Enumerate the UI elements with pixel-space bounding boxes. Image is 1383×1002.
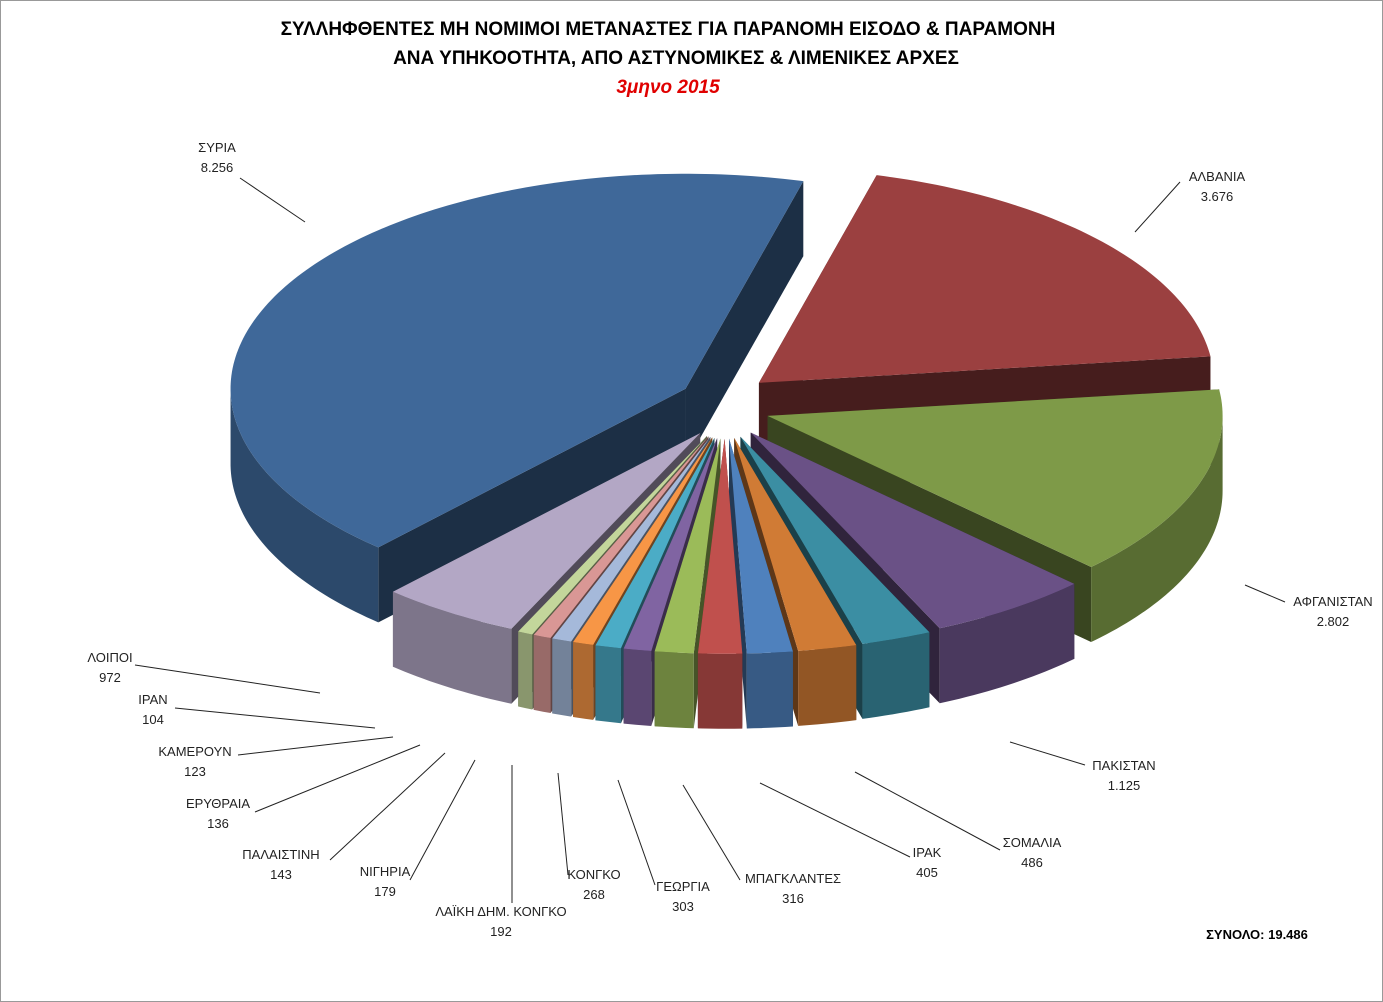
value-label: 268	[583, 887, 605, 902]
slice	[750, 432, 1075, 629]
slice-label: ΑΦΓΑΝΙΣΤΑΝ	[1293, 594, 1372, 609]
slice-label: ΣΟΜΑΛΙΑ	[1003, 835, 1062, 850]
slice-label: ΕΡΥΘΡΑΙΑ	[186, 796, 250, 811]
slice-label: ΠΑΛΑΙΣΤΙΝΗ	[242, 847, 319, 862]
slice	[740, 436, 930, 644]
value-label: 3.676	[1201, 189, 1234, 204]
slice-wall	[654, 651, 694, 729]
value-label: 192	[490, 924, 512, 939]
slice	[533, 436, 709, 639]
slice	[552, 436, 711, 642]
leader-line	[174, 707, 376, 729]
slice-wall	[862, 632, 930, 719]
value-label: 104	[142, 712, 164, 727]
value-label: 136	[207, 816, 229, 831]
leader-line	[557, 772, 569, 876]
slice	[392, 433, 701, 629]
slice	[697, 438, 743, 654]
chart-title: ΑΝΑ ΥΠΗΚΟΟΤΗΤΑ, ΑΠΟ ΑΣΤΥΝΟΜΙΚΕΣ & ΛΙΜΕΝΙ…	[393, 48, 959, 69]
leader-line	[759, 782, 911, 858]
slice-label: ΑΛΒΑΝΙΑ	[1189, 169, 1246, 184]
slice-side	[685, 181, 804, 464]
slice	[767, 389, 1223, 568]
leader-line	[409, 759, 476, 881]
leader-line	[134, 664, 321, 694]
leader-line	[329, 752, 446, 861]
slice-label: ΛΑΪΚΗ ΔΗΜ. ΚΟΝΓΚΟ	[435, 904, 566, 919]
slice-label: ΚΑΜΕΡΟΥΝ	[158, 744, 231, 759]
value-label: 1.125	[1108, 778, 1141, 793]
leader-line	[682, 784, 741, 881]
leader-line	[254, 744, 421, 813]
slice-label: ΛΟΙΠΟΙ	[87, 650, 132, 665]
slice-wall	[595, 645, 621, 724]
slice-label: ΣΥΡΙΑ	[198, 140, 236, 155]
leader-line	[1009, 741, 1086, 766]
value-label: 405	[916, 865, 938, 880]
slice-label: ΚΟΝΓΚΟ	[567, 867, 620, 882]
leader-line	[617, 779, 656, 886]
slice-wall	[939, 583, 1075, 704]
slice-label: ΙΡΑΚ	[913, 845, 942, 860]
value-label: 2.802	[1317, 614, 1350, 629]
value-label: 316	[782, 891, 804, 906]
leader-line	[854, 771, 1001, 851]
leader-line	[1134, 181, 1181, 233]
slice	[729, 438, 793, 654]
value-label: 123	[184, 764, 206, 779]
leader-line	[237, 736, 394, 756]
chart-subtitle: 3μηνο 2015	[616, 77, 720, 98]
labels: ΑΛΒΑΝΙΑ 3.676 ΑΦΓΑΝΙΣΤΑΝ 2.802 ΠΑΚΙΣΤΑΝ 1.125…	[87, 140, 1372, 939]
slice-wall	[392, 591, 512, 704]
slice-wall	[746, 651, 793, 729]
slice-label: ΙΡΑΝ	[138, 692, 167, 707]
slice-wall	[697, 653, 743, 729]
slice	[573, 437, 713, 645]
slice-wall	[230, 387, 379, 623]
value-label: 303	[672, 899, 694, 914]
slice-wall	[533, 634, 551, 714]
value-label: 972	[99, 670, 121, 685]
leader-line	[239, 177, 306, 223]
chart-title: ΣΥΛΛΗΦΘΕΝΤΕΣ ΜΗ ΝΟΜΙΜΟΙ ΜΕΤΑΝΑΣΤΕΣ ΓΙΑ Π…	[281, 19, 1056, 40]
value-label: 143	[270, 867, 292, 882]
slice	[595, 437, 715, 649]
leader-line	[1244, 584, 1286, 603]
slice	[518, 435, 708, 635]
slice-wall	[798, 645, 857, 726]
slice-wall	[552, 638, 572, 717]
total-annotation: ΣΥΝΟΛΟ: 19.486	[1206, 927, 1308, 942]
slice-label: ΝΙΓΗΡΙΑ	[360, 864, 411, 879]
slice-wall	[1091, 415, 1223, 643]
slice-wall	[573, 642, 594, 720]
slice	[758, 175, 1211, 383]
slice-side	[729, 438, 747, 729]
value-label: 486	[1021, 855, 1043, 870]
slice	[654, 438, 721, 654]
slice	[734, 438, 857, 651]
slice-label: ΠΑΚΙΣΤΑΝ	[1092, 758, 1155, 773]
slice-wall	[518, 631, 533, 710]
slice-wall	[623, 648, 652, 726]
value-label: 8.256	[201, 160, 234, 175]
slice	[230, 173, 804, 548]
slice-label: ΓΕΩΡΓΙΑ	[656, 879, 710, 894]
slice	[623, 438, 718, 651]
slice-label: ΜΠΑΓΚΛΑΝΤΕΣ	[745, 871, 841, 886]
pie	[230, 173, 1223, 729]
value-label: 179	[374, 884, 396, 899]
